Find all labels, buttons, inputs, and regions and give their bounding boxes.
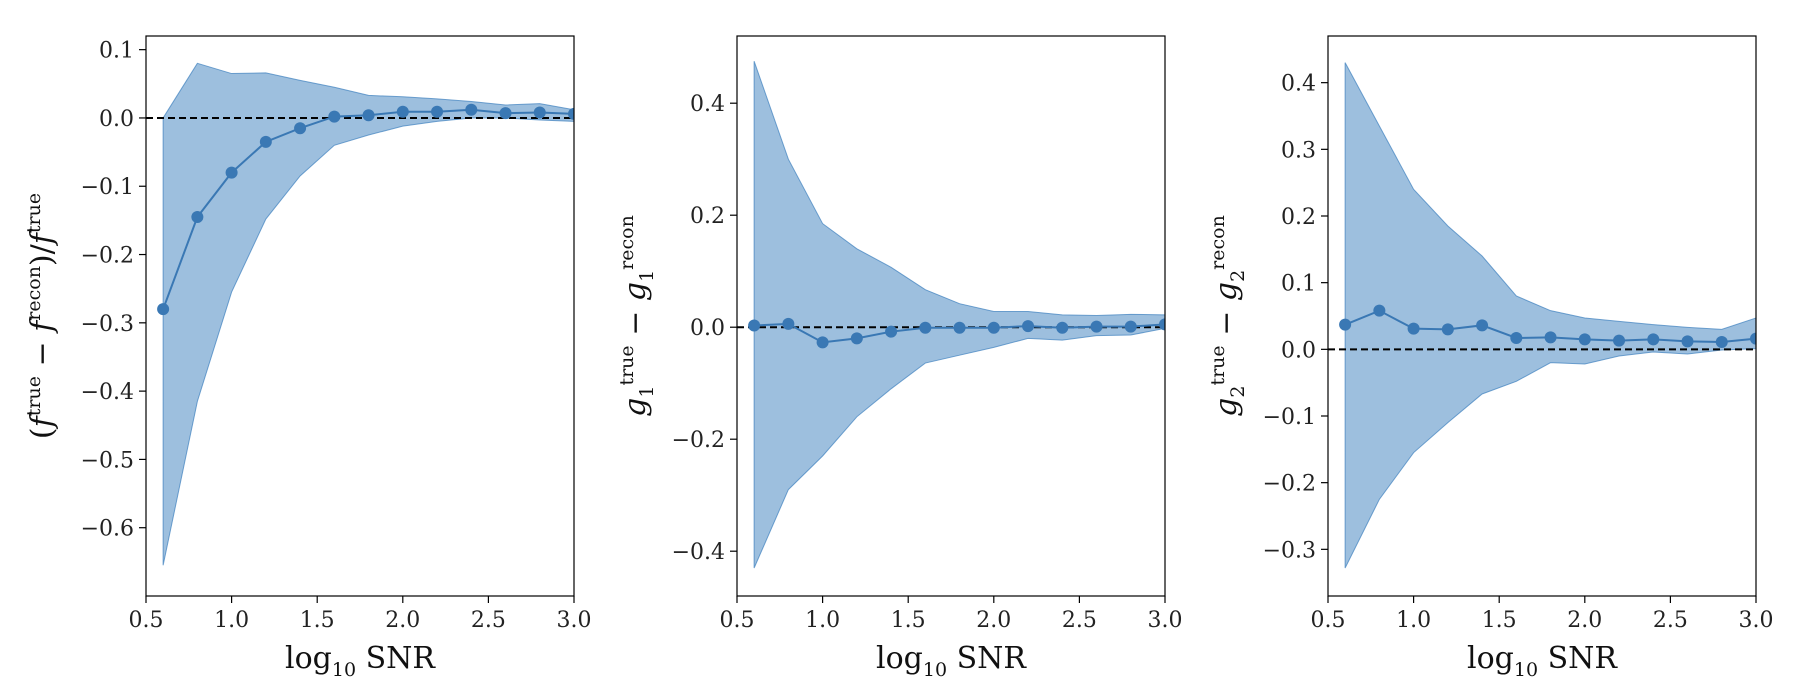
data-point: [1578, 333, 1591, 346]
x-tick-label: 0.5: [129, 608, 164, 633]
data-point: [465, 103, 478, 116]
data-point: [396, 105, 409, 118]
axes-frame: [1327, 35, 1757, 597]
data-point: [919, 321, 932, 334]
plot-area: [146, 62, 574, 566]
data-point: [1124, 320, 1137, 333]
data-point: [191, 210, 204, 223]
y-axis-label: (ftrue − frecon)/ftrue: [23, 193, 60, 439]
x-tick-label: 1.0: [214, 608, 249, 633]
data-point: [953, 321, 966, 334]
y-tick-label: 0.0: [99, 107, 134, 132]
x-tick-label: 1.0: [1396, 608, 1431, 633]
data-point: [1056, 321, 1069, 334]
plot-area: [1328, 62, 1756, 569]
x-tick-label: 0.5: [1311, 608, 1346, 633]
y-tick-label: −0.2: [81, 244, 134, 269]
y-tick-label: 0.3: [1281, 138, 1316, 163]
x-tick-label: 2.0: [976, 608, 1011, 633]
data-point: [1510, 332, 1523, 344]
x-tick-label: 3.0: [557, 608, 592, 633]
y-tick-label: 0.0: [690, 316, 725, 341]
data-point: [1715, 336, 1728, 348]
data-point: [1407, 322, 1420, 335]
y-tick-label: −0.4: [81, 380, 134, 405]
confidence-band: [162, 62, 574, 566]
y-tick-label: −0.1: [1263, 405, 1316, 430]
data-point: [1159, 318, 1165, 331]
y-tick-label: −0.6: [81, 517, 134, 542]
data-point: [431, 105, 444, 118]
data-point: [1022, 320, 1035, 333]
data-point: [157, 303, 170, 316]
data-point: [885, 325, 898, 338]
data-point: [499, 107, 512, 120]
x-tick-label: 1.5: [1482, 608, 1517, 633]
x-tick-label: 3.0: [1739, 608, 1774, 633]
y-tick-label: −0.3: [1263, 538, 1316, 563]
data-point: [225, 166, 238, 179]
x-tick-label: 1.5: [891, 608, 926, 633]
x-axis-label: log10 SNR: [1467, 641, 1618, 681]
x-tick-label: 2.5: [471, 608, 506, 633]
chart-panel-2: 0.5 1.0 1.5 2.0 2.5 3.0 −0.4 −0.2 0.0 0.2 0.4 log10…: [616, 35, 1183, 681]
data-point: [1647, 333, 1660, 346]
y-tick-label: −0.2: [1263, 472, 1316, 497]
axes-frame: [145, 35, 575, 597]
y-tick-label: 0.0: [1281, 338, 1316, 363]
data-point: [1681, 335, 1694, 348]
data-point: [568, 107, 574, 120]
y-axis-label: g1true − g1recon: [616, 215, 658, 417]
data-point: [1544, 331, 1557, 344]
y-tick-label: 0.1: [99, 39, 134, 64]
y-axis-label: g2true − g2recon: [1207, 215, 1249, 417]
data-point: [328, 110, 341, 123]
plot-area: [737, 61, 1165, 569]
data-point: [259, 135, 272, 148]
y-tick-label: −0.2: [672, 428, 725, 453]
axes-frame: [736, 35, 1166, 597]
chart-panel-3: 0.5 1.0 1.5 2.0 2.5 3.0 −0.3 −0.2 −0.1 0.0 0.1 0.2 0…: [1207, 35, 1774, 681]
y-tick-label: 0.4: [690, 92, 725, 117]
data-point: [850, 332, 863, 345]
data-point: [1441, 323, 1454, 336]
data-point: [1339, 318, 1352, 331]
x-axis-label: log10 SNR: [285, 641, 436, 681]
x-tick-label: 2.0: [1567, 608, 1602, 633]
data-point: [362, 109, 375, 122]
data-point: [748, 319, 761, 332]
x-tick-label: 3.0: [1148, 608, 1183, 633]
y-tick-label: −0.5: [81, 448, 134, 473]
data-point: [1373, 304, 1386, 317]
confidence-band: [753, 61, 1165, 569]
data-point: [782, 317, 795, 330]
y-tick-label: −0.3: [81, 312, 134, 337]
x-tick-label: 2.0: [385, 608, 420, 633]
x-tick-label: 2.5: [1653, 608, 1688, 633]
y-tick-label: 0.2: [690, 204, 725, 229]
y-tick-label: −0.1: [81, 175, 134, 200]
y-tick-label: 0.4: [1281, 72, 1316, 97]
data-point: [1613, 334, 1626, 347]
confidence-band: [1344, 62, 1756, 569]
data-point: [533, 106, 546, 119]
data-point: [816, 336, 829, 349]
data-point: [987, 321, 1000, 334]
x-axis-label: log10 SNR: [876, 641, 1027, 681]
data-point: [1750, 332, 1756, 345]
data-point: [294, 122, 307, 135]
data-point: [1090, 320, 1103, 333]
x-tick-label: 1.5: [300, 608, 335, 633]
x-tick-label: 2.5: [1062, 608, 1097, 633]
x-tick-label: 1.0: [805, 608, 840, 633]
chart-panel-1: 0.5 1.0 1.5 2.0 2.5 3.0 −0.6 −0.5 −0.4 −0.3 −0.2 −0…: [23, 35, 592, 681]
y-tick-label: −0.4: [672, 540, 725, 565]
y-tick-label: 0.1: [1281, 272, 1316, 297]
y-tick-label: 0.2: [1281, 205, 1316, 230]
x-tick-label: 0.5: [720, 608, 755, 633]
data-point: [1476, 319, 1489, 332]
